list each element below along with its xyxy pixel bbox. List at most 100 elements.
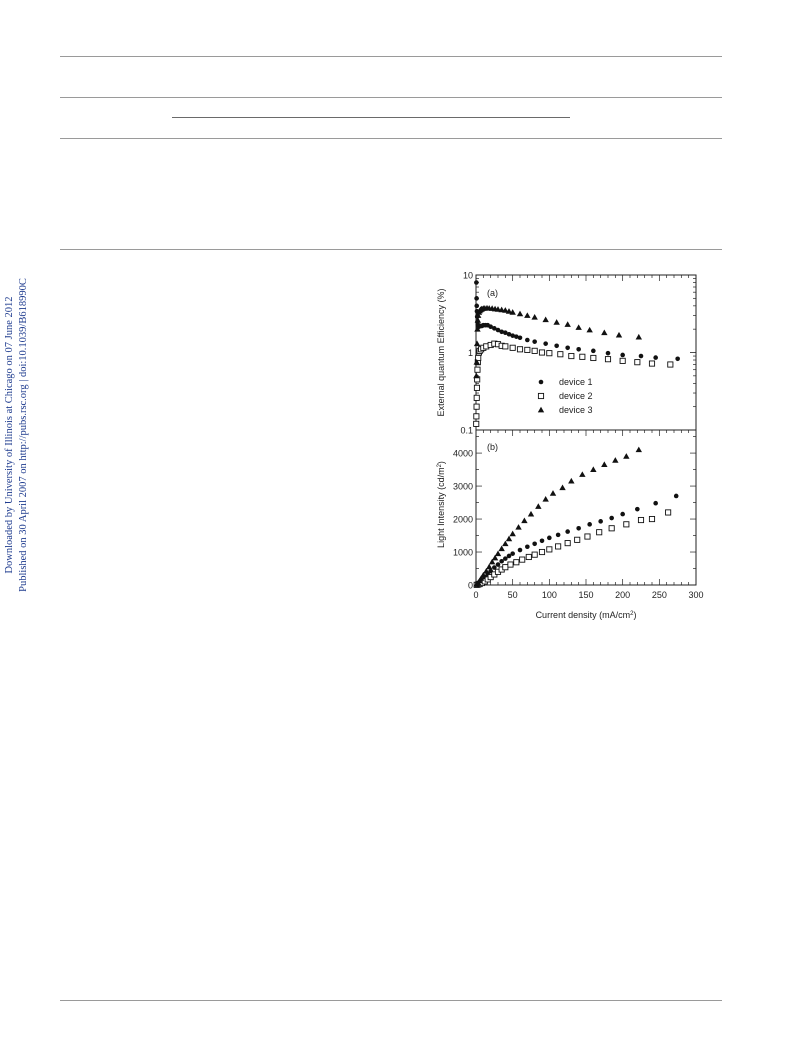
panel-a-point-device-2 <box>605 357 610 362</box>
panel-b-y-axis-label: Light Intensity (cd/m2) <box>436 461 446 548</box>
panel-b-point-device-1 <box>540 539 545 544</box>
panel-a-point-device-1 <box>525 338 530 343</box>
panel-b-point-device-2 <box>575 537 580 542</box>
panel-a-point-device-2 <box>474 395 479 400</box>
header-rule-3 <box>60 138 722 139</box>
panel-a-point-device-2 <box>532 348 537 353</box>
panel-b-point-device-2 <box>609 526 614 531</box>
panel-a-legend: device 1 device 2 device 3 <box>538 377 593 415</box>
panel-b-y-tick-label: 4000 <box>453 449 473 459</box>
panel-a-point-device-2 <box>558 352 563 357</box>
panel-b-point-device-1 <box>609 516 614 521</box>
panel-b-point-device-2 <box>666 510 671 515</box>
panel-a-point-device-2 <box>474 404 479 409</box>
panel-a-point-device-3 <box>524 312 530 318</box>
panel-b-point-device-2 <box>514 560 519 565</box>
panel-a-point-device-1 <box>675 356 680 361</box>
panel-b-point-device-2 <box>638 517 643 522</box>
panel-b-point-device-2 <box>520 557 525 562</box>
panel-a-point-device-2 <box>517 347 522 352</box>
panel-a-point-device-1 <box>620 353 625 358</box>
panel-b-y-tick-label: 3000 <box>453 482 473 492</box>
panel-a-point-device-3 <box>601 330 607 336</box>
panel-b-point-device-1 <box>525 544 530 549</box>
panel-a-point-device-1 <box>653 355 658 360</box>
panel-a-point-device-1 <box>532 339 537 344</box>
panel-b-point-device-2 <box>503 565 508 570</box>
panel-b-point-device-3 <box>528 511 534 517</box>
download-citation-note: Downloaded by University of Illinois at … <box>3 270 43 600</box>
panel-b-point-device-3 <box>579 471 585 477</box>
panel-b-point-device-1 <box>635 507 640 512</box>
panel-b-point-device-3 <box>495 550 501 556</box>
panel-b-y-tick-label: 1000 <box>453 548 473 558</box>
panel-b-point-device-3 <box>623 453 629 459</box>
panel-b-label: (b) <box>487 442 498 452</box>
panel-b-point-device-2 <box>597 530 602 535</box>
panel-a-point-device-1 <box>474 296 479 301</box>
efficiency-luminance-figure: 0.1 1 10 External quantum Efficiency (%) (a)… <box>425 268 705 630</box>
panel-a-y-tick-label: 0.1 <box>460 426 473 436</box>
panel-b-point-device-1 <box>674 494 679 499</box>
panel-a-point-device-2 <box>649 361 654 366</box>
panel-a-point-device-2 <box>635 360 640 365</box>
panel-a-efficiency-chart: 0.1 1 10 External quantum Efficiency (%) (a)… <box>436 271 696 436</box>
legend-label-device-1: device 1 <box>559 377 593 387</box>
panel-a-point-device-2 <box>668 362 673 367</box>
panel-a-label: (a) <box>487 288 498 298</box>
panel-a-point-device-2 <box>620 358 625 363</box>
panel-b-point-device-2 <box>585 534 590 539</box>
download-note-line[interactable]: Downloaded by University of Illinois at … <box>3 270 17 600</box>
panel-a-point-device-3 <box>517 311 523 317</box>
panel-a-y-tick-label: 10 <box>463 271 473 281</box>
panel-a-point-device-1 <box>576 347 581 352</box>
panel-b-point-device-3 <box>559 485 565 491</box>
panel-b-point-device-1 <box>620 512 625 517</box>
panel-b-point-device-1 <box>576 526 581 531</box>
panel-b-point-device-3 <box>601 461 607 467</box>
panel-a-point-device-3 <box>586 327 592 333</box>
panel-b-y-tick-label: 2000 <box>453 515 473 525</box>
panel-a-point-device-3 <box>474 340 480 346</box>
panel-a-point-device-2 <box>580 354 585 359</box>
panel-a-point-device-2 <box>475 367 480 372</box>
panel-a-point-device-3 <box>564 321 570 327</box>
panel-b-point-device-2 <box>547 547 552 552</box>
panel-a-point-device-3 <box>636 334 642 340</box>
panel-b-point-device-2 <box>565 541 570 546</box>
panel-b-x-tick-label: 100 <box>542 590 557 600</box>
panel-b-point-device-2 <box>624 522 629 527</box>
panel-b-point-device-3 <box>498 546 504 552</box>
panel-a-point-device-1 <box>474 280 479 285</box>
panel-a-y-tick-label: 1 <box>468 348 473 358</box>
panel-b-point-device-3 <box>535 503 541 509</box>
header-rule-2 <box>60 97 722 98</box>
panel-a-point-device-1 <box>565 345 570 350</box>
panel-b-x-tick-label: 250 <box>652 590 667 600</box>
panel-a-point-device-2 <box>525 347 530 352</box>
panel-b-x-tick-label: 150 <box>578 590 593 600</box>
panel-a-point-device-1 <box>543 341 548 346</box>
panel-a-point-device-2 <box>474 385 479 390</box>
panel-b-point-device-3 <box>590 466 596 472</box>
panel-b-point-device-1 <box>510 551 515 556</box>
panel-a-y-axis-label: External quantum Efficiency (%) <box>436 289 446 417</box>
panel-b-point-device-3 <box>509 531 515 537</box>
panel-b-point-device-1 <box>598 519 603 524</box>
panel-b-x-tick-label: 50 <box>508 590 518 600</box>
published-note-line[interactable]: Published on 30 April 2007 on http://pub… <box>17 270 31 600</box>
panel-b-point-device-1 <box>587 522 592 527</box>
header-rule-4 <box>60 249 722 250</box>
panel-a-point-device-2 <box>591 355 596 360</box>
panel-b-point-device-2 <box>526 554 531 559</box>
panel-b-point-device-3 <box>568 478 574 484</box>
panel-b-x-tick-label: 0 <box>473 590 478 600</box>
panel-b-point-device-2 <box>539 549 544 554</box>
panel-b-point-device-3 <box>506 536 512 542</box>
panel-a-point-device-1 <box>639 354 644 359</box>
panel-b-x-tick-label: 200 <box>615 590 630 600</box>
table-rule-short <box>172 117 570 118</box>
panel-a-point-device-1 <box>606 351 611 356</box>
panel-b-point-device-3 <box>521 517 527 523</box>
panel-a-point-device-2 <box>539 350 544 355</box>
